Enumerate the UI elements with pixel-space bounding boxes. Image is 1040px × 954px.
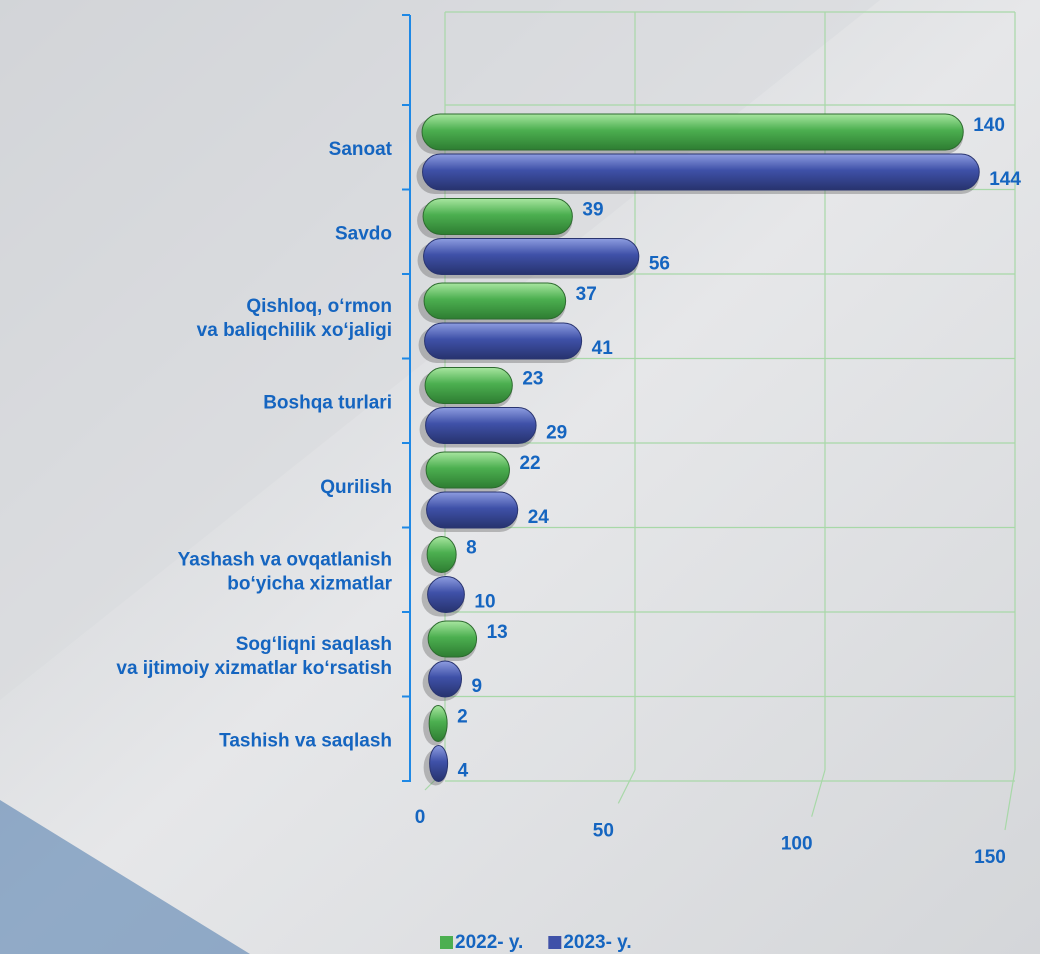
data-label: 23	[522, 369, 543, 390]
data-label: 10	[474, 592, 495, 613]
bar	[424, 367, 513, 404]
category-label: Yashash va ovqatlanish bo‘yicha xizmatlar	[178, 550, 393, 595]
bar	[422, 153, 980, 191]
bar	[429, 745, 449, 782]
data-label: 29	[546, 423, 567, 444]
data-label: 22	[519, 453, 540, 474]
data-label: 41	[592, 338, 614, 359]
bar	[427, 576, 465, 613]
data-label: 39	[582, 200, 603, 221]
bar	[423, 282, 567, 320]
bar	[422, 198, 573, 235]
background-corner	[0, 800, 250, 954]
bar	[427, 620, 478, 658]
bar	[425, 407, 537, 444]
category-label: Qurilish	[320, 477, 392, 498]
x-tick-label: 150	[974, 847, 1006, 868]
grid-line	[617, 769, 636, 804]
data-label: 8	[466, 538, 477, 559]
data-label: 9	[472, 676, 483, 697]
bar	[428, 660, 463, 698]
grid-line	[1004, 769, 1016, 831]
x-tick-label: 100	[781, 834, 813, 855]
legend-label: 2023- y.	[563, 932, 631, 953]
data-label: 56	[649, 254, 670, 275]
data-label: 24	[528, 507, 550, 528]
category-label: Boshqa turlari	[263, 393, 392, 414]
legend-swatch	[440, 936, 453, 949]
grid-line	[811, 769, 826, 817]
legend-swatch	[548, 936, 562, 949]
bar	[428, 705, 448, 742]
data-label: 13	[487, 622, 508, 643]
bar	[426, 536, 457, 573]
x-tick-label: 50	[593, 820, 614, 841]
bar	[423, 238, 640, 275]
data-label: 144	[989, 169, 1021, 190]
legend-label: 2022- y.	[455, 932, 523, 953]
bar	[426, 491, 519, 529]
category-label: Tashish va saqlash	[219, 731, 392, 752]
bar	[424, 322, 583, 360]
category-label: Sog‘liqni saqlash va ijtimoiy xizmatlar k…	[116, 634, 392, 679]
data-label: 37	[576, 284, 597, 305]
bar	[421, 113, 964, 151]
category-label: Sanoat	[329, 139, 393, 160]
bar	[425, 451, 510, 489]
category-label: Qishloq, o‘rmon va baliqchilik xo‘jaligi	[197, 296, 392, 341]
data-label: 140	[973, 115, 1005, 136]
data-label: 4	[458, 761, 469, 782]
category-label: Savdo	[335, 224, 392, 245]
data-label: 2	[457, 707, 468, 728]
x-tick-label: 0	[415, 807, 426, 828]
